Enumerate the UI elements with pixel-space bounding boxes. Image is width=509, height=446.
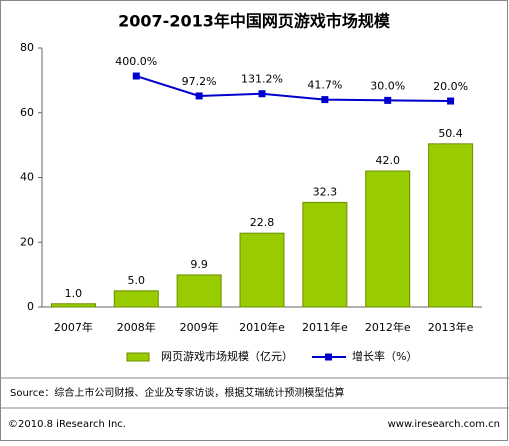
bar: [50, 303, 96, 308]
bar: [365, 170, 411, 308]
x-tick-label: 2008年: [117, 320, 156, 334]
bar: [113, 290, 159, 308]
data-label: 50.4: [438, 127, 463, 140]
y-tick-label: 60: [20, 106, 34, 119]
x-tick-label: 2009年: [180, 320, 219, 334]
website: www.iresearch.com.cn: [388, 419, 500, 430]
y-tick-label: 40: [20, 171, 34, 184]
data-label: 97.2%: [182, 75, 217, 88]
line-marker: [132, 72, 140, 80]
copyright: ©2010.8 iResearch Inc.: [8, 419, 126, 430]
data-label: 1.0: [65, 287, 83, 300]
data-label: 9.9: [190, 258, 208, 271]
line-marker: [258, 90, 266, 98]
data-label: 32.3: [313, 185, 338, 198]
line-marker: [384, 96, 392, 104]
x-tick-label: 2013年e: [428, 320, 474, 334]
data-label: 131.2%: [241, 73, 283, 86]
line-marker: [447, 97, 455, 105]
data-label: 5.0: [128, 274, 146, 287]
data-label: 22.8: [250, 216, 275, 229]
data-label: 42.0: [375, 154, 400, 167]
line-marker: [195, 92, 203, 100]
y-tick-label: 0: [27, 300, 34, 313]
legend-swatch: [325, 353, 332, 361]
source: Source：综合上市公司财报、企业及专家访谈，根据艾瑞统计预测模型估算: [10, 386, 344, 399]
bar: [302, 201, 348, 308]
y-tick-label: 20: [20, 235, 34, 248]
legend-swatch: [126, 352, 150, 362]
x-tick-label: 2011年e: [302, 320, 348, 334]
data-label: 20.0%: [433, 80, 468, 93]
bar: [176, 274, 222, 308]
x-tick-label: 2010年e: [239, 320, 285, 334]
bar: [428, 143, 474, 308]
line: [135, 75, 451, 103]
data-label: 30.0%: [370, 79, 405, 92]
chart-title: 2007-2013年中国网页游戏市场规模: [118, 12, 391, 31]
y-tick-label: 80: [20, 41, 34, 54]
legend-label: 增长率（%）: [352, 349, 417, 363]
data-label: 400.0%: [115, 55, 157, 68]
data-label: 41.7%: [307, 79, 342, 92]
bar: [239, 232, 285, 308]
x-tick-label: 2012年e: [365, 320, 411, 334]
legend-label: 网页游戏市场规模（亿元）: [161, 349, 293, 363]
line-marker: [321, 96, 329, 104]
x-tick-label: 2007年: [54, 320, 93, 334]
